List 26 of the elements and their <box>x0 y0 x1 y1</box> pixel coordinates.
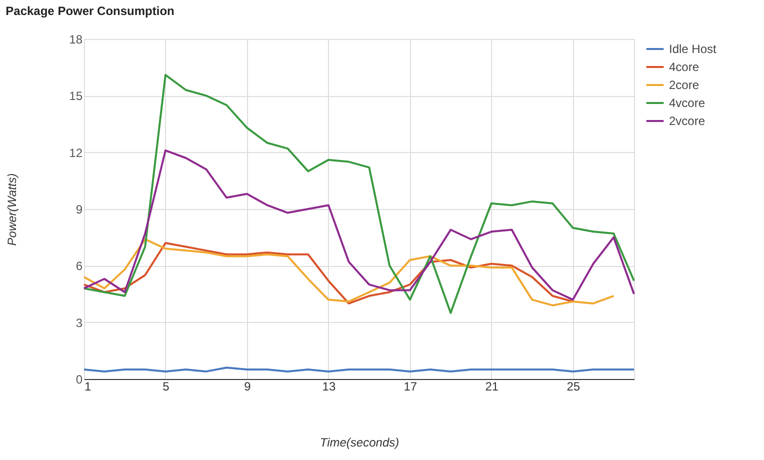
legend-label: 2vcore <box>669 114 706 128</box>
y-tick-label: 9 <box>76 202 83 216</box>
legend-label: 4core <box>669 60 700 74</box>
y-tick-label: 15 <box>69 89 83 104</box>
x-tick-label: 17 <box>404 380 418 394</box>
x-tick-label: 25 <box>566 380 580 394</box>
y-tick-label: 3 <box>76 316 83 330</box>
line-series <box>83 74 635 314</box>
legend-label: Idle Host <box>669 42 718 56</box>
y-axis-title: Power(Watts) <box>5 173 20 246</box>
x-tick-label: 1 <box>84 380 92 394</box>
y-tick-label: 18 <box>69 32 83 46</box>
x-tick-label: 13 <box>322 380 336 394</box>
x-tick-label: 21 <box>485 380 499 394</box>
line-series <box>83 238 615 306</box>
chart-title: Package Power Consumption <box>6 4 174 18</box>
x-tick-label: 9 <box>244 380 252 394</box>
y-tick-label: 6 <box>76 259 83 274</box>
legend-label: 4vcore <box>669 96 706 110</box>
x-tick-label: 5 <box>162 380 170 394</box>
y-tick-label: 0 <box>76 372 83 386</box>
line-series <box>83 242 574 304</box>
y-tick-label: 12 <box>69 146 83 160</box>
x-axis-title: Time(seconds) <box>320 436 400 450</box>
line-series <box>83 149 635 301</box>
legend-label: 2core <box>669 78 700 92</box>
